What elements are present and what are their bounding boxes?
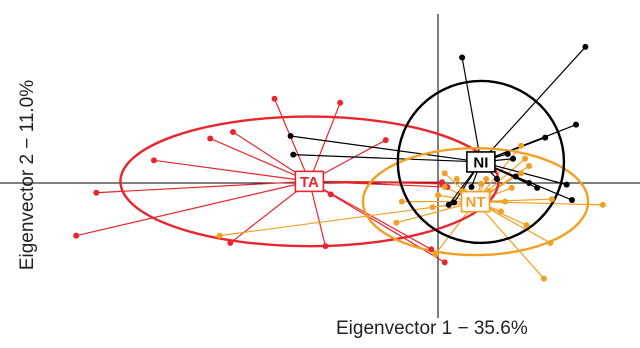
spoke-ni-9: [290, 135, 481, 163]
point-ta-7: [322, 243, 329, 250]
spoke-ni-1: [480, 46, 586, 163]
point-nt-6: [497, 208, 504, 215]
point-nt-24: [441, 184, 448, 191]
point-nt-10: [599, 201, 606, 208]
group-label-box-ta: [294, 170, 325, 193]
point-nt-8: [547, 239, 554, 246]
spoke-ta-3: [153, 159, 310, 182]
point-ni-4: [504, 150, 511, 157]
point-nt-19: [477, 180, 484, 187]
x-axis-title: Eigenvector 1 − 35.6%: [336, 318, 528, 339]
point-ta-14: [441, 259, 448, 266]
spoke-ta-0: [273, 98, 310, 182]
y-axis-title: Eigenvector 2 − 11.0%: [17, 79, 38, 271]
point-ni-5: [512, 173, 519, 180]
point-ni-7: [563, 181, 570, 188]
ellipse-nt: [361, 146, 590, 257]
point-nt-9: [540, 275, 547, 282]
point-ni-16: [468, 184, 475, 191]
point-nt-13: [393, 219, 400, 226]
point-ni-1: [582, 43, 589, 50]
point-nt-17: [453, 175, 460, 182]
point-ta-3: [150, 157, 157, 164]
point-nt-4: [508, 184, 515, 191]
point-nt-11: [548, 196, 555, 203]
point-ni-2: [573, 121, 580, 128]
point-nt-7: [523, 222, 530, 229]
spoke-nt-10: [475, 201, 603, 206]
ellipses-layer: [119, 79, 590, 257]
group-label-box-ni: [466, 151, 496, 173]
point-ta-2: [207, 135, 214, 142]
spoke-ta-12: [309, 180, 448, 188]
point-ni-10: [290, 151, 297, 158]
point-ta-15: [428, 246, 435, 253]
spoke-ta-8: [308, 102, 341, 182]
spoke-ta-11: [309, 180, 443, 183]
spoke-ta-2: [209, 137, 310, 182]
point-nt-18: [483, 175, 490, 182]
point-nt-3: [518, 170, 525, 177]
group-label-box-nt: [460, 190, 491, 213]
points-layer: [73, 43, 606, 282]
spoke-ta-5: [76, 180, 310, 237]
group-label-ta: TA: [300, 174, 319, 191]
point-ta-5: [73, 232, 80, 239]
point-ta-11: [439, 179, 446, 186]
point-ta-1: [229, 128, 236, 135]
spoke-ta-7: [308, 181, 327, 247]
point-nt-12: [398, 198, 405, 205]
point-nt-2: [526, 162, 533, 169]
point-nt-0: [518, 142, 525, 149]
group-label-ni: NI: [473, 154, 488, 171]
spoke-ni-10: [293, 154, 481, 163]
point-ni-0: [459, 54, 466, 61]
point-nt-1: [522, 155, 529, 162]
point-ta-4: [93, 189, 100, 196]
ellipse-ni: [396, 79, 566, 245]
point-ni-14: [510, 155, 517, 162]
point-nt-16: [441, 170, 448, 177]
point-nt-5: [502, 198, 508, 205]
point-nt-14: [216, 232, 223, 239]
point-ni-9: [287, 133, 294, 140]
point-ni-12: [451, 199, 458, 206]
group-label-nt: NT: [466, 194, 486, 211]
point-ni-6: [534, 184, 541, 191]
spoke-ni-0: [461, 57, 482, 163]
point-nt-15: [432, 251, 439, 258]
point-ta-9: [382, 137, 389, 144]
point-nt-22: [429, 204, 436, 211]
point-ni-3: [542, 134, 549, 141]
spoke-ta-4: [96, 180, 310, 194]
spoke-nt-9: [475, 201, 545, 279]
point-ta-13: [327, 191, 334, 198]
point-ni-11: [445, 201, 452, 208]
point-ta-6: [227, 239, 234, 246]
point-ni-13: [493, 175, 500, 182]
point-ni-15: [526, 180, 533, 186]
group-labels-layer: TA NT NI: [294, 151, 496, 213]
point-ta-0: [271, 95, 278, 102]
point-nt-21: [435, 192, 441, 199]
point-ta-8: [337, 99, 344, 106]
point-ni-8: [569, 197, 575, 204]
